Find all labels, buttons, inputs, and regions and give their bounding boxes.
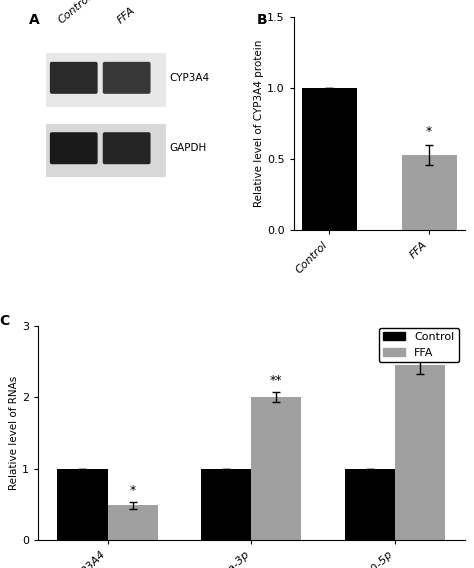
Bar <box>301 88 356 231</box>
Legend: Control, FFA: Control, FFA <box>379 328 459 362</box>
Text: **: ** <box>414 339 426 352</box>
Text: **: ** <box>270 374 283 387</box>
Bar <box>57 469 108 540</box>
Bar <box>46 53 166 107</box>
Text: *: * <box>426 125 432 138</box>
Bar <box>46 124 166 177</box>
Bar <box>402 155 457 231</box>
Text: Control: Control <box>57 0 94 26</box>
Y-axis label: Relative level of CYP3A4 protein: Relative level of CYP3A4 protein <box>255 40 264 207</box>
FancyBboxPatch shape <box>103 132 151 164</box>
Bar <box>345 469 395 540</box>
Bar <box>108 506 158 540</box>
Y-axis label: Relative level of RNAs: Relative level of RNAs <box>9 376 19 490</box>
Text: C: C <box>0 314 10 328</box>
Text: GAPDH: GAPDH <box>169 143 207 153</box>
Text: FFA: FFA <box>116 5 137 26</box>
FancyBboxPatch shape <box>103 62 151 94</box>
Text: *: * <box>129 484 136 497</box>
Text: A: A <box>29 12 40 27</box>
Bar <box>201 469 251 540</box>
FancyBboxPatch shape <box>50 132 98 164</box>
FancyBboxPatch shape <box>50 62 98 94</box>
Bar <box>251 398 301 540</box>
Bar <box>395 365 445 540</box>
Text: B: B <box>256 12 267 27</box>
Text: CYP3A4: CYP3A4 <box>169 73 210 83</box>
